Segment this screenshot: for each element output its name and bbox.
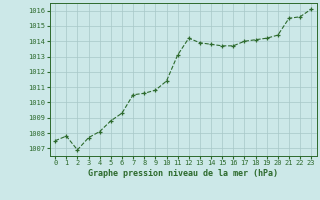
X-axis label: Graphe pression niveau de la mer (hPa): Graphe pression niveau de la mer (hPa) — [88, 169, 278, 178]
